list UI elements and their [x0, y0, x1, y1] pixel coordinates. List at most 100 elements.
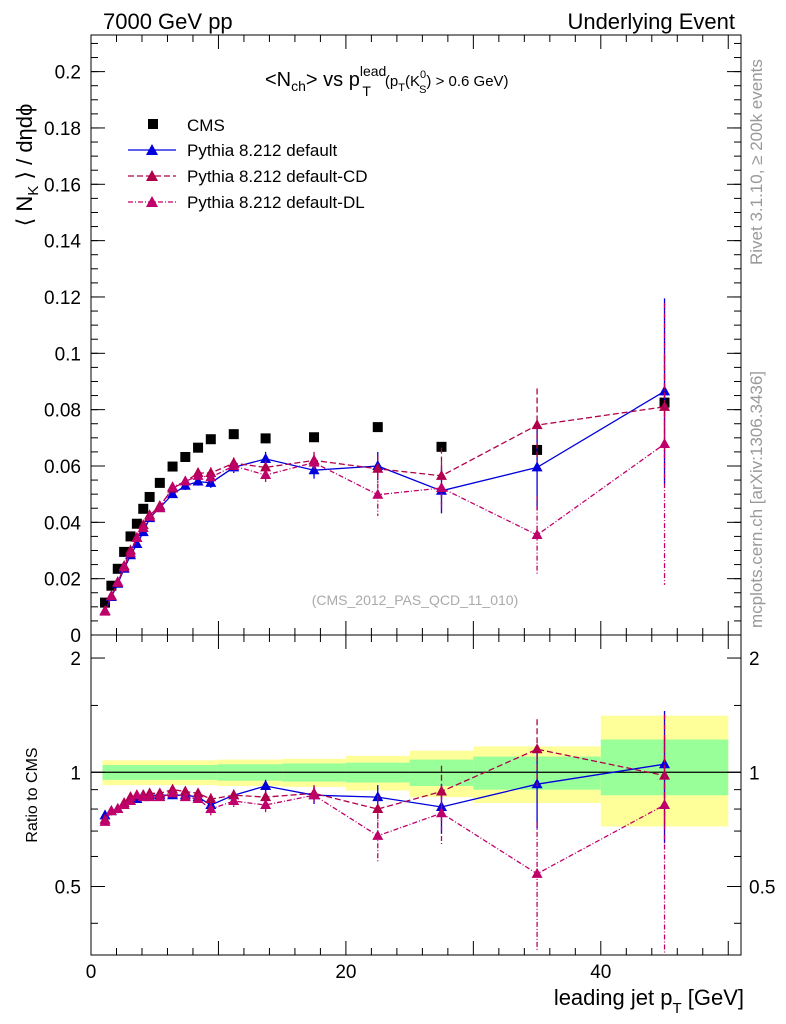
ratio-point-dl [167, 787, 179, 798]
xtick-label: 0 [86, 962, 97, 983]
ratio-panel-bands [91, 715, 741, 827]
ratio-point-dl [144, 791, 156, 802]
ratio-point-dl [308, 789, 320, 800]
cms-point [205, 434, 216, 445]
point-dl [435, 481, 447, 492]
point-dl [531, 529, 543, 539]
cms-point [167, 461, 178, 472]
point-dl [118, 561, 130, 572]
point-dl [372, 488, 384, 499]
ratio-ytick-label: 2 [70, 649, 81, 670]
point-dl [308, 456, 320, 467]
legend-label-dl: Pythia 8.212 default-DL [187, 193, 365, 212]
point-dl [112, 576, 124, 587]
ratio-panel-frame [90, 634, 742, 956]
header-left: 7000 GeV pp [103, 9, 233, 34]
ratio-point-cd [179, 785, 191, 796]
cms-point [144, 491, 155, 502]
point-default [308, 464, 320, 475]
title-prefix: <N [265, 69, 291, 91]
point-dl [192, 469, 204, 480]
point-dl [131, 531, 143, 542]
point-cd [260, 461, 272, 472]
point-dl [105, 590, 117, 601]
cms-point [180, 451, 191, 462]
series-line-default [104, 390, 665, 612]
ratio-point-default [260, 780, 272, 791]
title-sup-lead: lead [360, 63, 386, 79]
ratio-point-dl [228, 795, 240, 806]
point-dl [260, 469, 272, 479]
point-dl [154, 502, 166, 513]
point-dl [179, 475, 191, 486]
ratio-point-default [659, 758, 671, 769]
point-cd [372, 462, 384, 473]
title-cut-T: T [398, 82, 405, 94]
point-default [192, 475, 204, 486]
ratio-point-dl [131, 789, 143, 800]
ratio-point-cd [205, 793, 217, 804]
main-ytick-label: 0.16 [44, 175, 81, 196]
main-ytick-label: 0.12 [44, 288, 81, 309]
point-default [531, 461, 543, 472]
point-dl [144, 510, 156, 521]
title-sub-ch: ch [291, 78, 306, 94]
point-dl [125, 547, 137, 558]
cms-point [119, 546, 130, 557]
point-default [167, 488, 179, 499]
ratio-ytick-label-right: 0.5 [749, 878, 775, 899]
ratio-point-dl [659, 798, 671, 809]
ratio-panel-ticks: 0.5 0.51 12 20 20 40 [55, 635, 775, 983]
ratio-ytick-label: 1 [70, 763, 81, 784]
ratio-ytick-label: 0.5 [55, 878, 81, 899]
ratio-point-dl [118, 798, 130, 809]
main-ytick-label: 0.08 [44, 401, 81, 422]
point-dl [167, 481, 179, 492]
main-ytick-label: 0.06 [44, 457, 81, 478]
main-ylabel-part1: ⟨ N [12, 196, 37, 227]
analysis-watermark: (CMS_2012_PAS_QCD_11_010) [312, 592, 519, 608]
main-ylabel-part2: ⟩ / dηdϕ [12, 104, 37, 186]
title-cut-K-sub: S [419, 84, 426, 96]
ratio-point-cd [228, 789, 240, 800]
ratio-point-cd [372, 803, 384, 814]
ratio-ylabel: Ratio to CMS [24, 747, 41, 842]
title-cut-K-sup: 0 [420, 69, 426, 81]
main-ylabel: ⟨ NK ⟩ / dηdϕ [12, 104, 42, 227]
mcplots-label: mcplots.cern.ch [arXiv:1306.3436] [747, 371, 766, 628]
ratio-point-dl [179, 791, 191, 802]
ratio-point-cd [192, 787, 204, 798]
point-dl [99, 605, 111, 616]
xlabel-sub: T [672, 1000, 681, 1017]
legend-marker-default [146, 144, 158, 155]
point-cd [531, 419, 543, 430]
legend-marker-cms [148, 119, 158, 129]
cms-point [131, 518, 142, 529]
main-ytick-label: 0.2 [55, 63, 81, 84]
ratio-point-dl [531, 867, 543, 878]
title-cut-close: ) > 0.6 GeV) [426, 73, 508, 90]
xlabel-main: leading jet p [554, 985, 673, 1010]
cms-point [112, 563, 123, 574]
cms-point [436, 441, 447, 452]
main-ytick-label: 0.18 [44, 119, 81, 140]
legend: CMS Pythia 8.212 default Pythia 8.212 de… [128, 116, 368, 212]
ratio-point-dl [99, 815, 111, 826]
ratio-point-dl [112, 803, 124, 814]
legend-marker-cd [146, 170, 158, 181]
ratio-point-cd [260, 791, 272, 802]
point-default [260, 452, 272, 463]
ratio-point-dl [125, 795, 137, 806]
ratio-line-dl [104, 792, 665, 875]
ratio-point-cd [531, 743, 543, 754]
legend-label-default: Pythia 8.212 default [187, 141, 338, 160]
main-ytick-label: 0.14 [44, 232, 81, 253]
series-line-cd [104, 406, 665, 612]
cms-point [100, 597, 111, 608]
ratio-point-dl [372, 829, 384, 840]
rivet-label: Rivet 3.1.10, ≥ 200k events [747, 59, 766, 265]
cms-point [228, 429, 239, 440]
cms-point [125, 531, 136, 542]
main-ytick-label: 0.1 [55, 344, 81, 365]
